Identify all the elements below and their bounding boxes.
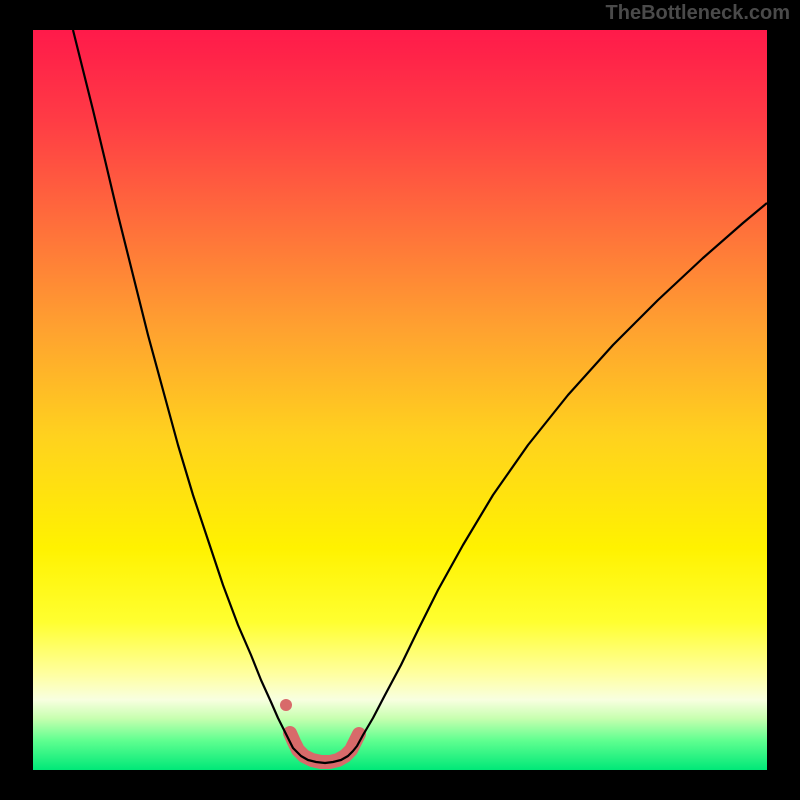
curve-layer [33,30,767,770]
plot-area [33,30,767,770]
attribution-text: TheBottleneck.com [606,2,790,25]
overlay-marks [280,699,359,762]
bottleneck-curve [73,30,767,763]
chart-container: TheBottleneck.com [0,0,800,800]
